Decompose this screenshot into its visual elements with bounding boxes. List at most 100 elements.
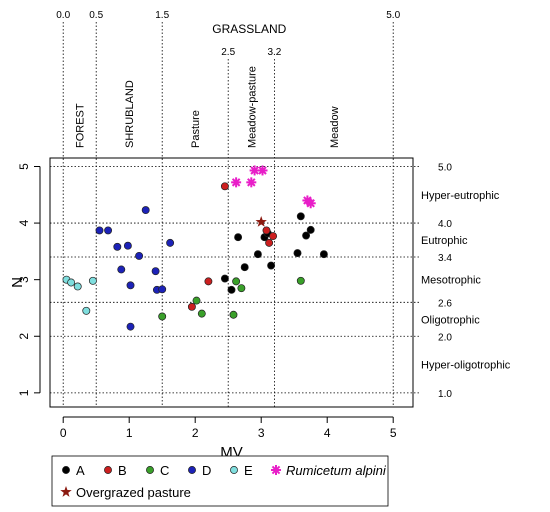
data-point	[166, 238, 175, 247]
data-point	[306, 225, 315, 234]
data-point	[151, 267, 160, 276]
top-tick-label: 0.0	[56, 10, 70, 21]
right-tick-label: 5.0	[438, 162, 452, 173]
trophic-zone-label: Mesotrophic	[421, 275, 481, 287]
zone-label: Meadow-pasture	[246, 66, 258, 148]
data-point	[141, 206, 150, 215]
legend-label: Rumicetum alpini	[286, 463, 387, 478]
right-axis: 1.0 2.0 2.6 3.4 4.0 5.0 Hyper-eutrophic Eutroph…	[421, 162, 511, 399]
data-point	[104, 226, 113, 235]
trophic-zone-label: Hyper-eutrophic	[421, 190, 500, 202]
data-point	[255, 215, 267, 227]
legend-label: C	[160, 463, 169, 478]
x-axis: 0 1 2 3 4 5	[60, 416, 397, 440]
zone-label: FOREST	[75, 103, 87, 148]
data-point	[192, 296, 201, 305]
data-point	[113, 242, 122, 251]
trophic-zone-label: Hyper-oligotrophic	[421, 360, 511, 372]
data-point	[204, 277, 213, 286]
data-point	[158, 285, 167, 294]
legend-marker	[271, 465, 281, 475]
data-point	[296, 212, 305, 221]
plot-frame	[49, 157, 414, 408]
x-tick-label: 4	[324, 426, 331, 440]
data-point	[67, 278, 76, 287]
data-point	[237, 284, 246, 293]
top-tick-label: 0.5	[89, 10, 103, 21]
legend-marker	[146, 466, 154, 474]
top-tick-label: 3.2	[267, 47, 281, 58]
y-tick-label: 5	[17, 163, 31, 170]
data-point	[229, 310, 238, 319]
legend: A B C D E Rumicetum alpini Overgrazed pasture	[51, 455, 389, 507]
data-point	[126, 322, 135, 331]
top-tick-label: 2.5	[221, 47, 235, 58]
data-point	[197, 309, 206, 318]
grassland-label: GRASSLAND	[212, 22, 286, 36]
data-point	[262, 226, 271, 235]
data-point	[158, 312, 167, 321]
legend-label: D	[202, 463, 211, 478]
right-tick-label: 1.0	[438, 389, 452, 400]
zone-label: Pasture	[190, 110, 202, 148]
legend-marker	[62, 466, 70, 474]
top-tick-label: 5.0	[386, 10, 400, 21]
y-tick-label: 2	[17, 333, 31, 340]
data-point	[220, 274, 229, 283]
legend-marker	[230, 466, 238, 474]
data-point	[293, 249, 302, 258]
zone-label: Meadow	[329, 106, 341, 148]
data-point	[123, 241, 132, 250]
data-point	[240, 263, 249, 272]
top-tick-label: 1.5	[155, 10, 169, 21]
guide-lines	[50, 22, 421, 407]
x-tick-label: 3	[258, 426, 265, 440]
x-tick-label: 5	[390, 426, 397, 440]
data-point	[302, 231, 311, 240]
data-points	[62, 165, 328, 331]
data-point	[95, 226, 104, 235]
data-point	[220, 182, 229, 191]
data-point	[319, 250, 328, 259]
y-axis: 1 2 3 4 5	[17, 163, 41, 396]
zone-label: SHRUBLAND	[124, 80, 136, 148]
data-point	[265, 238, 274, 247]
legend-marker	[188, 466, 196, 474]
data-point	[117, 265, 126, 274]
x-tick-label: 1	[126, 426, 133, 440]
data-point	[231, 177, 242, 188]
legend-marker	[104, 466, 112, 474]
data-point	[232, 277, 241, 286]
data-point	[257, 165, 268, 176]
legend-label: A	[76, 463, 85, 478]
data-point	[269, 232, 278, 241]
data-point	[126, 281, 135, 290]
top-axis: 0.0 0.5 1.5 2.5 3.2 5.0 FOREST SHRUBLAND Pasture…	[56, 10, 400, 148]
data-point	[88, 276, 97, 285]
data-point	[253, 250, 262, 259]
legend-box	[51, 455, 389, 507]
legend-marker	[60, 486, 72, 497]
trophic-zone-label: Oligotrophic	[421, 314, 480, 326]
x-tick-label: 0	[60, 426, 67, 440]
y-tick-label: 4	[17, 219, 31, 226]
right-tick-label: 3.4	[438, 253, 452, 264]
y-tick-label: 1	[17, 389, 31, 396]
y-axis-title: N	[9, 277, 26, 288]
data-point	[305, 198, 316, 209]
right-tick-label: 2.6	[438, 298, 452, 309]
data-point	[187, 302, 196, 311]
data-point	[135, 251, 144, 260]
x-tick-label: 2	[192, 426, 199, 440]
right-tick-label: 2.0	[438, 332, 452, 343]
right-tick-label: 4.0	[438, 219, 452, 230]
legend-label: B	[118, 463, 127, 478]
data-point	[234, 233, 243, 242]
y-tick-label: 3	[17, 276, 31, 283]
legend-label: Overgrazed pasture	[76, 485, 191, 500]
legend-label: E	[244, 463, 253, 478]
data-point	[82, 306, 91, 315]
data-point	[267, 261, 276, 270]
data-point	[227, 285, 236, 294]
